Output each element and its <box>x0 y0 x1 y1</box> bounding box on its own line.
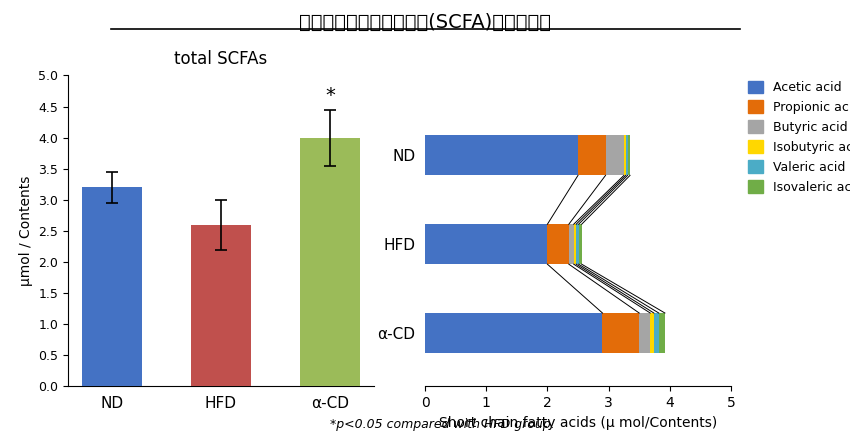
Bar <box>603 313 639 353</box>
Bar <box>639 313 650 353</box>
Bar <box>650 313 654 353</box>
Bar <box>578 135 605 175</box>
Bar <box>82 187 142 386</box>
Bar <box>425 224 547 264</box>
Bar <box>626 135 627 175</box>
Bar <box>425 135 578 175</box>
Bar <box>605 135 624 175</box>
Bar <box>547 224 569 264</box>
Bar <box>576 224 579 264</box>
X-axis label: Short chain fatty acids (μ mol/Contents): Short chain fatty acids (μ mol/Contents) <box>439 416 717 429</box>
Bar <box>191 225 251 386</box>
Title: total SCFAs: total SCFAs <box>174 50 268 68</box>
Text: 盲腸内容物の短鎖脂肪酸(SCFA)の定量分析: 盲腸内容物の短鎖脂肪酸(SCFA)の定量分析 <box>299 13 551 32</box>
Bar <box>627 135 630 175</box>
Bar <box>425 313 603 353</box>
Bar <box>574 224 576 264</box>
Y-axis label: μmol / Contents: μmol / Contents <box>19 176 32 286</box>
Bar <box>569 224 574 264</box>
Bar <box>659 313 665 353</box>
Bar <box>624 135 626 175</box>
Text: *: * <box>326 86 335 105</box>
Legend: Acetic acid, Propionic acid, Butyric acid, Isobutyric acid, Valeric acid, Isoval: Acetic acid, Propionic acid, Butyric aci… <box>744 75 850 198</box>
Bar <box>300 138 360 386</box>
Bar <box>654 313 659 353</box>
Bar <box>579 224 581 264</box>
Text: *p<0.05 compared with HFD group.: *p<0.05 compared with HFD group. <box>330 418 554 431</box>
